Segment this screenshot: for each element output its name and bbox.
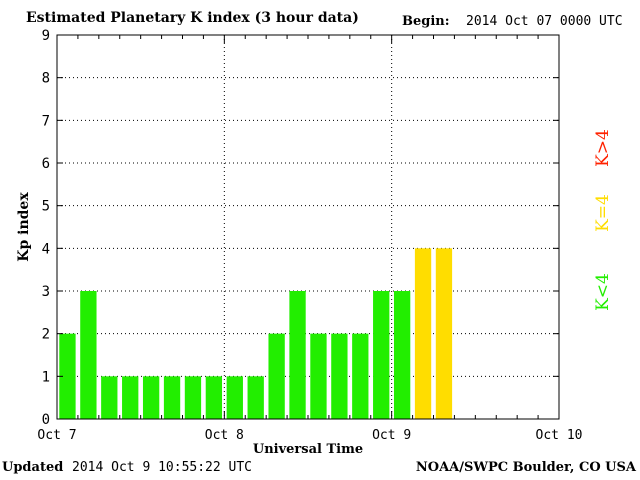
begin-label: Begin: — [402, 14, 450, 29]
kp-bar — [163, 376, 181, 419]
source-credit: NOAA/SWPC Boulder, CO USA — [415, 460, 636, 475]
updated-timestamp: 2014 Oct 9 10:55:22 UTC — [72, 460, 253, 475]
x-tick-label: Oct 8 — [205, 428, 244, 443]
x-tick-labels: Oct 7 Oct 8 Oct 9 Oct 10 — [37, 428, 582, 443]
kp-bar — [80, 291, 97, 419]
y-tick-label: 0 — [42, 412, 50, 428]
plot-frame — [56, 34, 560, 420]
x-tick-label: Oct 9 — [372, 428, 411, 443]
kp-bar — [247, 376, 264, 419]
kp-bar — [310, 333, 327, 419]
x-tick-label: Oct 7 — [37, 428, 76, 443]
kp-bar — [352, 333, 369, 419]
legend-above-4: K>4 — [593, 129, 613, 167]
kp-bar — [289, 291, 306, 419]
grid-lines — [57, 35, 559, 419]
kp-bar — [184, 376, 202, 419]
legend: K<4 K=4 K>4 — [593, 129, 613, 311]
legend-below-4: K<4 — [593, 273, 613, 311]
kp-bar — [414, 248, 432, 419]
x-tick-label: Oct 10 — [536, 428, 583, 443]
kp-bar — [101, 376, 118, 419]
x-axis-title: Universal Time — [253, 442, 363, 457]
bars — [59, 248, 453, 419]
y-tick-label: 9 — [42, 28, 50, 44]
kp-bar — [59, 333, 76, 419]
kp-bar — [373, 291, 390, 419]
y-tick-label: 6 — [42, 156, 50, 172]
legend-equal-4: K=4 — [593, 194, 613, 232]
y-tick-labels: 0 1 2 3 4 5 6 7 8 9 — [42, 28, 50, 428]
updated-label: Updated — [2, 460, 64, 475]
begin-value: 2014 Oct 07 0000 UTC — [466, 14, 623, 29]
kp-bar — [331, 333, 348, 419]
kp-bar — [268, 333, 285, 419]
y-tick-label: 4 — [42, 241, 50, 257]
kp-bar — [435, 248, 453, 419]
kp-bar — [226, 376, 243, 419]
y-tick-label: 3 — [42, 284, 50, 300]
chart-title: Estimated Planetary K index (3 hour data… — [26, 10, 359, 26]
axis-ticks — [56, 34, 560, 420]
kp-bar — [142, 376, 160, 419]
kp-bar — [122, 376, 139, 419]
kp-bar — [205, 376, 223, 419]
y-tick-label: 8 — [42, 71, 50, 87]
y-tick-label: 7 — [42, 113, 50, 129]
y-axis-title: Kp index — [16, 192, 32, 262]
kp-bar — [393, 291, 411, 419]
y-tick-label: 5 — [42, 199, 50, 215]
y-tick-label: 1 — [42, 369, 50, 385]
y-tick-label: 2 — [42, 327, 50, 343]
